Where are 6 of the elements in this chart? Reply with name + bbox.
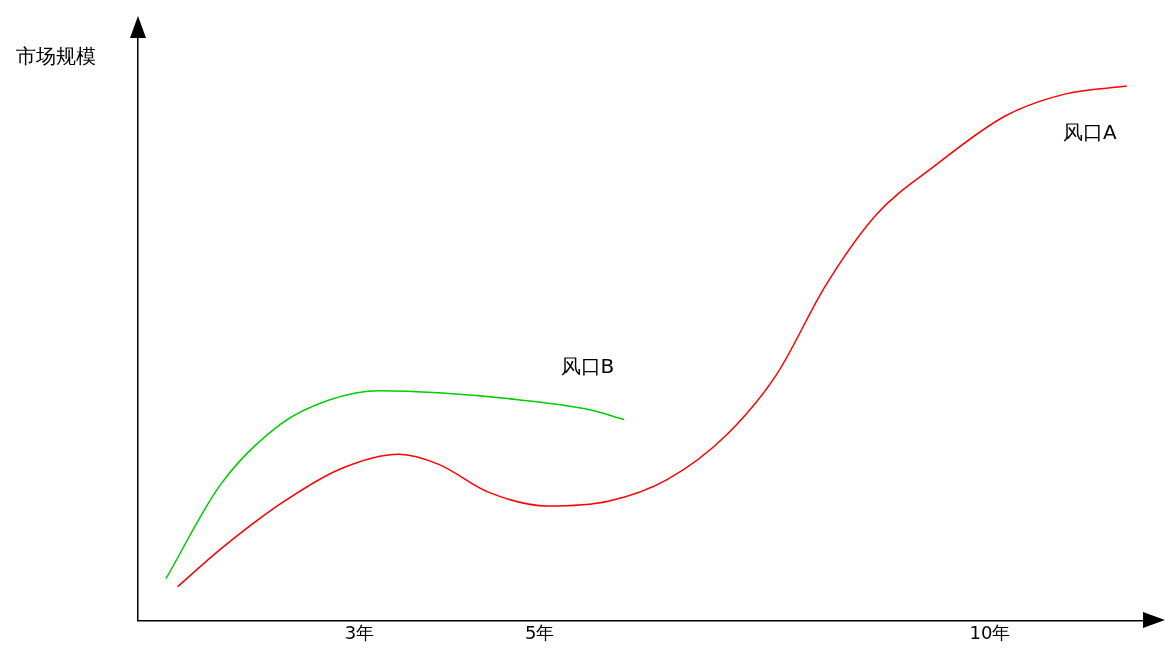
y-axis-title: 市场规模 [16,44,96,69]
x-tick-label: 10年 [969,621,1011,643]
x-tick-label: 3年 [344,621,375,643]
series-label: 风口B [560,353,615,378]
x-tick-label: 5年 [524,621,555,643]
series-label: 风口A [1063,120,1118,145]
